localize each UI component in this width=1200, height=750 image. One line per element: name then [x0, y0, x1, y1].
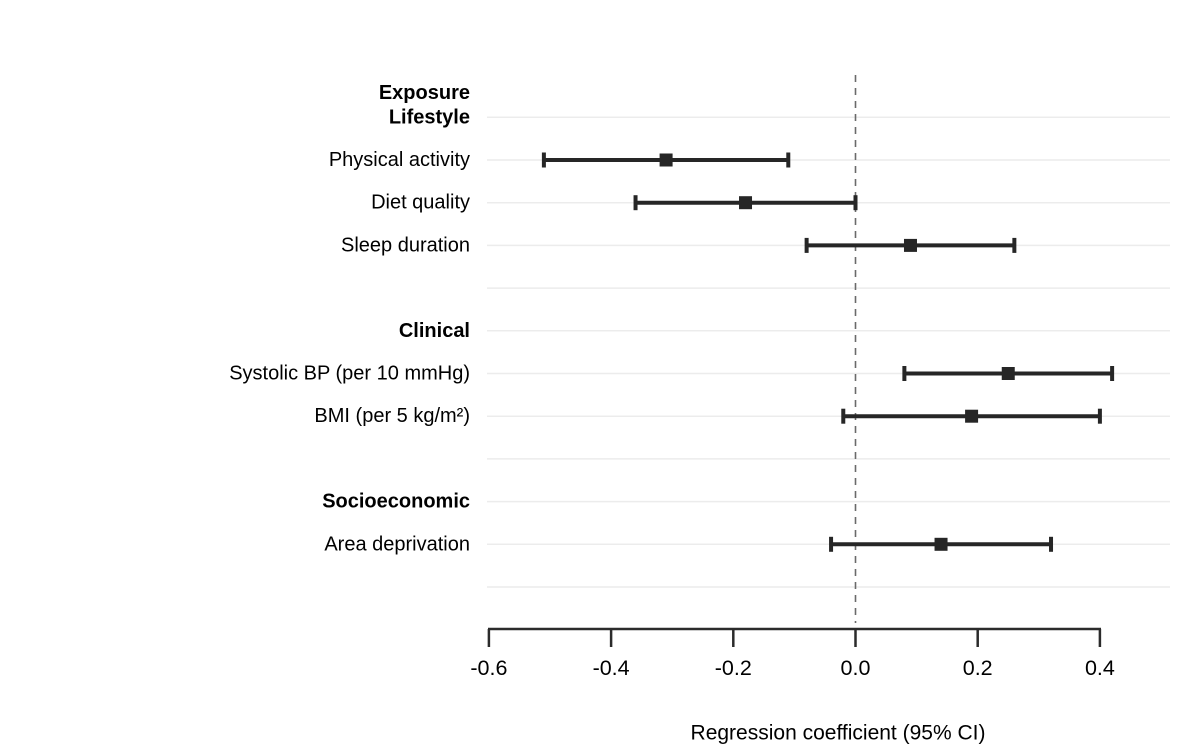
point-estimate-marker [903, 238, 917, 252]
row-label: Diet quality [371, 192, 470, 214]
point-estimate-marker [659, 153, 673, 167]
group-label: Socioeconomic [322, 491, 470, 513]
column-header: Exposure [379, 82, 470, 104]
row-label: Physical activity [329, 149, 470, 171]
x-axis-tick-label: 0.0 [841, 656, 871, 680]
group-label: Clinical [399, 320, 470, 342]
point-estimate-marker [1001, 367, 1015, 380]
x-axis-tick-label: -0.4 [593, 656, 630, 680]
row-label: BMI (per 5 kg/m²) [314, 405, 470, 427]
x-axis-tick-label: -0.6 [470, 656, 507, 680]
ci-data-layer [541, 152, 1115, 552]
row-label: Sleep duration [341, 234, 470, 256]
x-axis-tick-label: -0.2 [715, 656, 752, 680]
point-estimate-marker [739, 196, 753, 210]
point-estimate-marker [934, 537, 948, 551]
axis-layer: Lifestyle Physical activity Diet quality Sl… [229, 106, 1115, 680]
group-label: Lifestyle [389, 106, 470, 128]
point-estimate-marker [965, 409, 979, 423]
row-label: Systolic BP (per 10 mmHg) [229, 363, 470, 385]
x-axis-tick-label: 0.4 [1085, 656, 1115, 680]
row-label: Area deprivation [324, 533, 470, 555]
gridlines-layer [487, 116, 1170, 588]
x-axis-title: Regression coefficient (95% CI) [691, 722, 986, 745]
x-axis-tick-label: 0.2 [963, 656, 993, 680]
